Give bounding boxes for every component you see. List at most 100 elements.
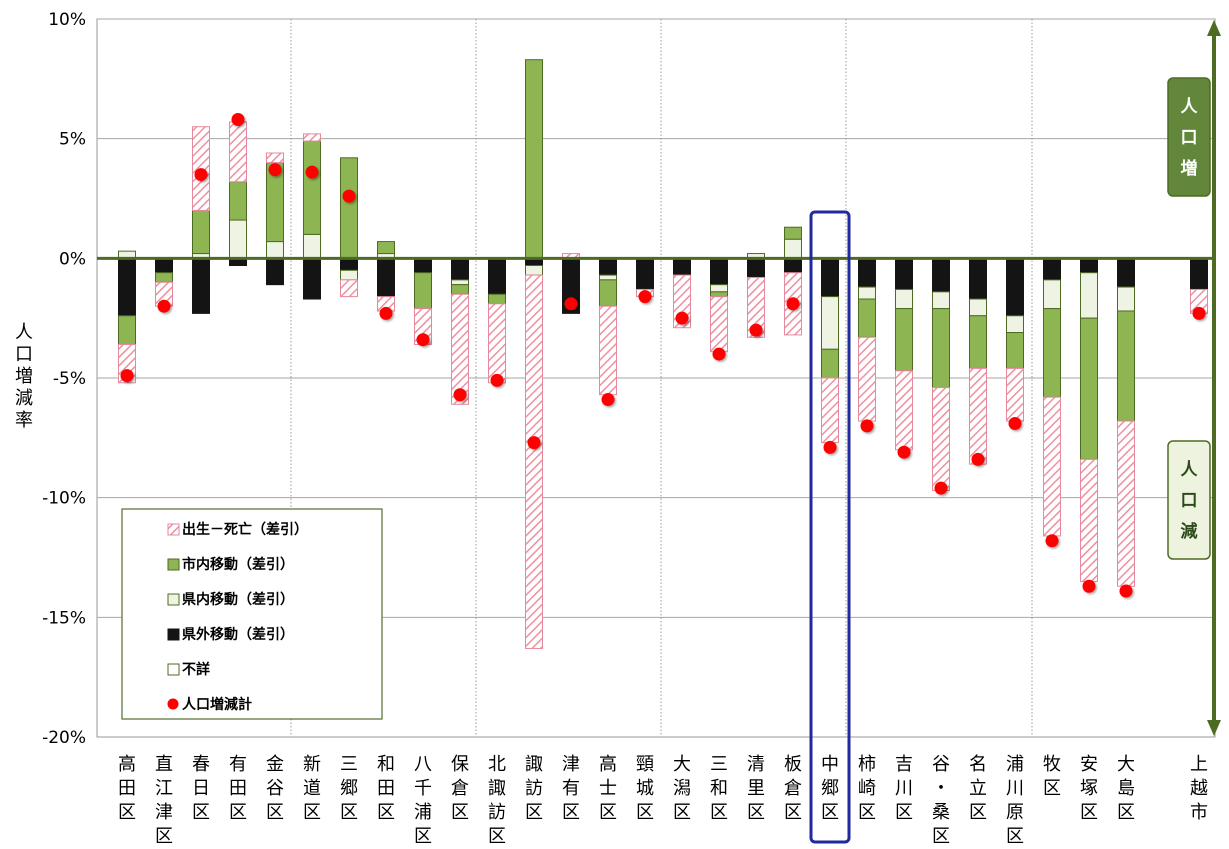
bar-segment xyxy=(895,370,913,451)
category-label: 区 xyxy=(784,802,802,823)
bar-segment xyxy=(1117,420,1135,587)
bar-segment xyxy=(784,238,802,259)
bar-segment xyxy=(192,209,210,255)
category-label: 上 xyxy=(1190,754,1208,775)
category-label: 区 xyxy=(562,802,580,823)
bar-segment xyxy=(229,219,247,259)
bar-segment xyxy=(451,279,469,286)
category-label: 千 xyxy=(414,778,432,799)
bar-segment xyxy=(1117,286,1135,312)
total-dot xyxy=(379,306,393,320)
bar-segment xyxy=(118,315,136,345)
category-label: 島 xyxy=(1117,778,1135,799)
annotation-decrease-text: 人 xyxy=(1181,460,1199,480)
total-dot xyxy=(638,290,652,304)
bar-segment xyxy=(821,257,839,298)
bar-segment xyxy=(932,291,950,310)
bar-segment xyxy=(451,293,469,405)
category-label: 区 xyxy=(192,802,210,823)
category-label: 潟 xyxy=(673,778,691,799)
category-label: 金 xyxy=(266,754,284,775)
category-label: 士 xyxy=(599,778,617,799)
total-dot xyxy=(1192,306,1206,320)
bar-segment xyxy=(710,291,728,298)
bar-segment xyxy=(784,226,802,240)
category-label: 区 xyxy=(525,802,543,823)
y-axis-label-char: 増 xyxy=(15,366,33,387)
legend-label: 県外移動（差引） xyxy=(182,626,294,643)
legend-swatch xyxy=(167,698,179,710)
category-label: 浦 xyxy=(1006,754,1024,775)
total-dots-layer xyxy=(120,113,1206,598)
bar-segment xyxy=(155,257,173,274)
total-dot xyxy=(860,419,874,433)
category-label: 大 xyxy=(1117,754,1135,775)
total-dot xyxy=(823,440,837,454)
y-tick-label: 0% xyxy=(59,249,86,269)
category-label: 川 xyxy=(1006,778,1024,799)
category-label: 区 xyxy=(858,802,876,823)
bar-segment xyxy=(710,284,728,293)
legend-swatch xyxy=(167,523,180,536)
bar-segment xyxy=(969,298,987,317)
category-label: 区 xyxy=(414,826,432,847)
category-label: 区 xyxy=(340,802,358,823)
category-label: 日 xyxy=(192,778,210,799)
arrow-up-head xyxy=(1207,20,1221,36)
bar-segment xyxy=(303,233,321,259)
category-label: 三 xyxy=(340,754,358,775)
y-tick-label: -20% xyxy=(42,728,86,748)
category-label: 川 xyxy=(895,778,913,799)
y-axis-label-char: 率 xyxy=(15,410,33,431)
bar-segment xyxy=(340,157,358,259)
bar-segment xyxy=(488,257,506,295)
bar-segment xyxy=(303,140,321,235)
bar-segment xyxy=(1006,315,1024,334)
category-label: 区 xyxy=(1080,802,1098,823)
total-dot xyxy=(897,445,911,459)
bar-segment xyxy=(1043,308,1061,398)
y-tick-label: -10% xyxy=(42,489,86,509)
bar-segment xyxy=(895,257,913,290)
legend-swatch xyxy=(167,663,180,676)
category-label: 田 xyxy=(229,778,247,799)
category-label: 区 xyxy=(377,802,395,823)
y-axis-label-char: 減 xyxy=(15,388,33,409)
total-dot xyxy=(120,369,134,383)
category-label: 崎 xyxy=(858,778,876,799)
bar-segment xyxy=(1043,396,1061,537)
category-label: 郷 xyxy=(340,778,358,799)
category-label: 区 xyxy=(599,802,617,823)
category-label: 区 xyxy=(969,802,987,823)
category-label: 津 xyxy=(562,754,580,775)
bar-segment xyxy=(266,241,284,259)
bar-segment xyxy=(932,308,950,389)
bar-segment xyxy=(266,257,284,286)
bar-segment xyxy=(229,181,247,221)
bar-segment xyxy=(747,257,765,278)
category-label: 桑 xyxy=(932,802,950,823)
total-dot xyxy=(1008,416,1022,430)
category-label: 高 xyxy=(118,754,136,775)
bar-segment xyxy=(303,257,321,300)
legend-label: 不詳 xyxy=(182,661,210,678)
bar-segment xyxy=(747,276,765,338)
bar-segment xyxy=(1006,367,1024,422)
category-label: 郷 xyxy=(821,778,839,799)
highlight-box xyxy=(809,210,851,844)
annotation-increase-box xyxy=(1167,77,1211,197)
total-dot xyxy=(157,299,171,313)
bar-segment xyxy=(340,279,358,298)
category-label: 清 xyxy=(747,754,765,775)
total-dot xyxy=(490,373,504,387)
total-dot xyxy=(1045,534,1059,548)
category-label: 区 xyxy=(1043,778,1061,799)
bar-segment xyxy=(266,152,284,164)
total-dot xyxy=(268,163,282,177)
bar-segment xyxy=(414,272,432,310)
category-label: 区 xyxy=(229,802,247,823)
y-tick-label: -15% xyxy=(42,608,86,628)
category-label: 区 xyxy=(488,826,506,847)
